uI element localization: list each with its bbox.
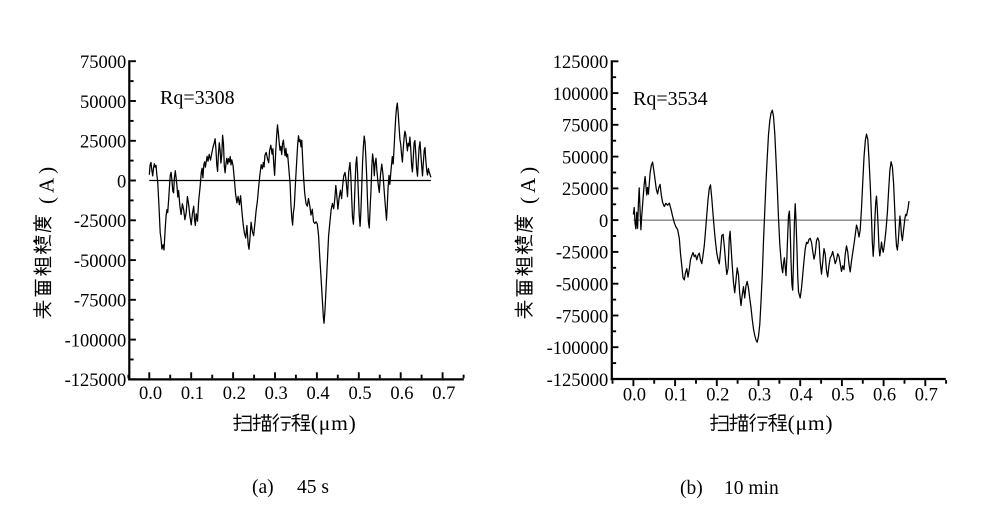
svg-text:-50000: -50000 (74, 252, 126, 272)
svg-text:0.7: 0.7 (432, 384, 455, 404)
svg-text:-25000: -25000 (74, 212, 126, 232)
svg-text:0.3: 0.3 (748, 386, 771, 406)
svg-text:-125000: -125000 (547, 371, 609, 391)
svg-text:0.0: 0.0 (623, 386, 646, 406)
svg-text:0: 0 (117, 172, 126, 192)
svg-text:(A): (A) (516, 163, 540, 204)
svg-text:-125000: -125000 (65, 371, 127, 391)
svg-text:0.1: 0.1 (665, 386, 688, 406)
svg-text:(a): (a) (252, 477, 274, 498)
svg-text:45 s: 45 s (297, 477, 329, 498)
svg-text:100000: 100000 (553, 85, 609, 105)
svg-text:25000: 25000 (80, 133, 126, 153)
svg-text:Rq=3308: Rq=3308 (160, 87, 235, 109)
svg-text:0.3: 0.3 (265, 384, 288, 404)
svg-text:Rq=3534: Rq=3534 (633, 88, 708, 110)
svg-text:-25000: -25000 (556, 244, 608, 264)
svg-text:(A): (A) (34, 163, 58, 204)
svg-text:0: 0 (599, 212, 608, 232)
svg-text:0.4: 0.4 (307, 384, 330, 404)
svg-text:0.6: 0.6 (873, 386, 896, 406)
svg-text:0.5: 0.5 (348, 384, 371, 404)
svg-text:-75000: -75000 (556, 307, 608, 327)
svg-text:125000: 125000 (553, 53, 609, 73)
svg-text:(b): (b) (680, 478, 703, 499)
svg-text:-50000: -50000 (556, 276, 608, 296)
svg-text:0.7: 0.7 (915, 386, 938, 406)
svg-text:0.4: 0.4 (790, 386, 813, 406)
svg-text:0.1: 0.1 (181, 384, 204, 404)
svg-text:0.6: 0.6 (390, 384, 413, 404)
svg-text:0.2: 0.2 (223, 384, 246, 404)
svg-text:-75000: -75000 (74, 292, 126, 312)
svg-text:0.5: 0.5 (831, 386, 854, 406)
svg-text:25000: 25000 (562, 180, 608, 200)
svg-text:-100000: -100000 (65, 331, 127, 351)
svg-text:10 min: 10 min (724, 478, 779, 499)
svg-text:(μm): (μm) (311, 411, 357, 435)
svg-text:50000: 50000 (80, 93, 126, 113)
svg-text:-100000: -100000 (547, 339, 609, 359)
svg-text:75000: 75000 (80, 53, 126, 73)
svg-text:75000: 75000 (562, 117, 608, 137)
svg-text:0.0: 0.0 (139, 384, 162, 404)
svg-text:50000: 50000 (562, 148, 608, 168)
svg-text:0.2: 0.2 (706, 386, 729, 406)
svg-text:(μm): (μm) (788, 411, 834, 435)
